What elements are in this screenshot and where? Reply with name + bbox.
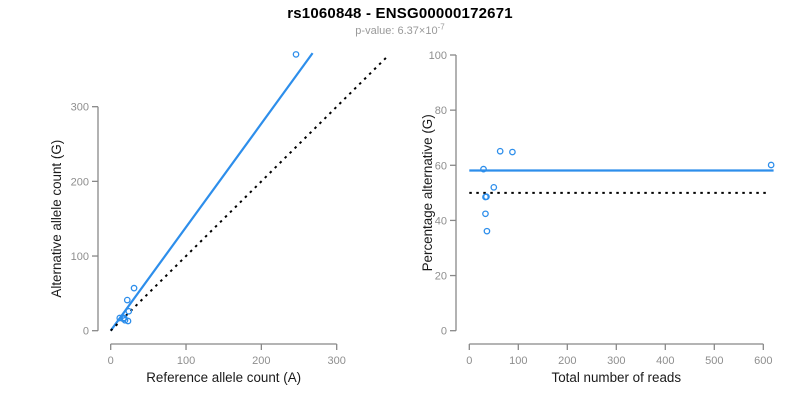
- y-tick-label: 100: [429, 50, 447, 62]
- x-tick-label: 100: [509, 355, 527, 367]
- y-tick-label: 100: [71, 251, 89, 263]
- y-tick-label: 60: [435, 160, 447, 172]
- data-point: [292, 51, 300, 58]
- x-axis-label: Reference allele count (A): [146, 370, 301, 385]
- x-tick-label: 200: [558, 355, 576, 367]
- y-tick-label: 80: [435, 105, 447, 117]
- data-point: [496, 147, 504, 155]
- data-point: [509, 148, 516, 156]
- x-tick-label: 0: [466, 355, 472, 367]
- y-tick-label: 0: [441, 326, 447, 338]
- data-point: [123, 296, 131, 304]
- data-point: [767, 161, 775, 169]
- x-tick-label: 200: [252, 355, 270, 367]
- y-tick-label: 40: [435, 215, 447, 227]
- data-point: [482, 210, 489, 218]
- x-tick-label: 100: [177, 355, 195, 367]
- data-point: [124, 317, 132, 325]
- identity-line: [109, 55, 389, 332]
- data-point: [480, 165, 487, 173]
- x-tick-label: 300: [607, 355, 625, 367]
- fit-line: [109, 52, 314, 332]
- percentage-scatter: 0 20 40 60 80 100 0 100 200 300 400 500 600 Total num…: [420, 50, 775, 385]
- y-axis-label: Percentage alternative (G): [420, 114, 435, 271]
- allele-count-scatter: 0 100 200 300 0 100 200 300 Reference allele cou…: [49, 51, 389, 385]
- x-tick-label: 500: [705, 355, 723, 367]
- x-tick-label: 400: [656, 355, 674, 367]
- data-point: [483, 227, 491, 235]
- x-tick-label: 600: [754, 355, 772, 367]
- y-tick-label: 0: [83, 326, 89, 338]
- y-tick-label: 300: [71, 102, 89, 114]
- x-axis-label: Total number of reads: [552, 370, 682, 385]
- data-point: [116, 314, 124, 322]
- data-point: [130, 284, 138, 292]
- data-point: [125, 307, 133, 315]
- plot-title: rs1060848 - ENSG00000172671: [287, 5, 513, 22]
- x-tick-label: 300: [328, 355, 346, 367]
- data-point: [121, 316, 129, 324]
- pvalue-exponent: -7: [437, 22, 445, 32]
- pvalue-text: p-value: 6.37×10: [355, 25, 438, 37]
- y-tick-label: 200: [71, 176, 89, 188]
- y-tick-label: 20: [435, 271, 447, 283]
- data-point: [490, 183, 498, 191]
- data-point: [483, 193, 490, 201]
- x-tick-label: 0: [108, 355, 114, 367]
- plot-subtitle: p-value: 6.37×10-7: [0, 22, 800, 37]
- y-axis-label: Alternative allele count (G): [49, 140, 64, 298]
